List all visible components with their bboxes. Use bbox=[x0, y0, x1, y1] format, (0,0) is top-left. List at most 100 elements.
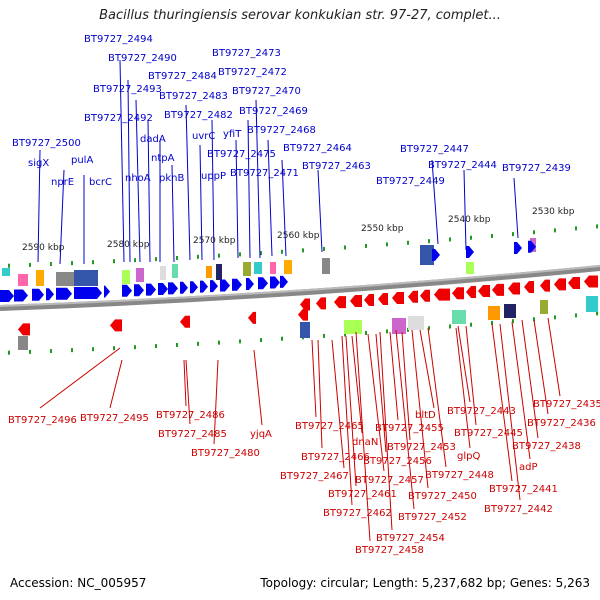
gene-feature-box bbox=[540, 300, 548, 314]
gene-label[interactable]: nhoA bbox=[125, 173, 151, 184]
reverse-gene-arrow bbox=[452, 287, 464, 300]
label-leader-line bbox=[147, 119, 151, 263]
gene-label[interactable]: ntpA bbox=[151, 153, 175, 164]
reverse-gene-arrow bbox=[524, 281, 534, 294]
gene-label[interactable]: BT9727_2483 bbox=[159, 91, 228, 102]
gene-label[interactable]: BT9727_2454 bbox=[376, 533, 445, 544]
forward-gene-arrow bbox=[134, 284, 144, 297]
gene-label[interactable]: BT9727_2435 bbox=[533, 399, 600, 410]
gene-feature-box bbox=[172, 264, 178, 278]
gene-label[interactable]: glpQ bbox=[457, 451, 480, 462]
label-leader-line bbox=[411, 329, 429, 489]
gene-label[interactable]: BT9727_2455 bbox=[375, 423, 444, 434]
gene-label[interactable]: BT9727_2443 bbox=[447, 406, 516, 417]
gene-feature-box bbox=[408, 316, 424, 330]
forward-gene-arrow bbox=[210, 280, 218, 293]
label-leaders bbox=[37, 59, 561, 542]
reverse-gene-arrow bbox=[110, 319, 122, 332]
gene-label[interactable]: BT9727_2448 bbox=[425, 470, 494, 481]
scale-tick bbox=[260, 338, 262, 343]
gene-label[interactable]: BT9727_2452 bbox=[398, 512, 467, 523]
label-leader-line bbox=[135, 99, 141, 263]
gene-label[interactable]: BT9727_2436 bbox=[527, 418, 596, 429]
gene-label[interactable]: BT9727_2463 bbox=[302, 161, 371, 172]
scale-tick bbox=[470, 235, 472, 240]
gene-label[interactable]: uvrC bbox=[192, 131, 215, 142]
gene-feature-box bbox=[420, 245, 434, 265]
scale-tick bbox=[449, 324, 451, 329]
gene-label[interactable]: BT9727_2441 bbox=[489, 484, 558, 495]
gene-label[interactable]: BT9727_2467 bbox=[280, 471, 349, 482]
scale-tick bbox=[50, 262, 52, 267]
gene-label[interactable]: BT9727_2480 bbox=[191, 448, 260, 459]
gene-label[interactable]: bltD bbox=[415, 410, 436, 421]
gene-label[interactable]: BT9727_2445 bbox=[454, 428, 523, 439]
scale-tick bbox=[365, 243, 367, 248]
gene-label[interactable]: BT9727_2453 bbox=[387, 442, 456, 453]
gene-label[interactable]: BT9727_2465 bbox=[295, 421, 364, 432]
gene-label[interactable]: BT9727_2469 bbox=[239, 106, 308, 117]
gene-label[interactable]: pknB bbox=[159, 173, 184, 184]
gene-label[interactable]: BT9727_2447 bbox=[400, 144, 469, 155]
label-leader-line bbox=[317, 339, 323, 449]
gene-label[interactable]: BT9727_2482 bbox=[164, 110, 233, 121]
gene-label[interactable]: dnaN bbox=[352, 437, 378, 448]
gene-label[interactable]: BT9727_2439 bbox=[502, 163, 571, 174]
gene-label[interactable]: BT9727_2471 bbox=[230, 168, 299, 179]
forward-gene-arrow bbox=[56, 287, 72, 300]
gene-label[interactable]: yjqA bbox=[250, 429, 272, 440]
gene-label[interactable]: BT9727_2475 bbox=[207, 149, 276, 160]
gene-label[interactable]: BT9727_2472 bbox=[218, 67, 287, 78]
gene-label[interactable]: sigX bbox=[28, 158, 49, 169]
gene-label[interactable]: pulA bbox=[71, 155, 93, 166]
gene-feature-box bbox=[488, 306, 500, 320]
gene-label[interactable]: nprE bbox=[51, 177, 74, 188]
label-leader-line bbox=[37, 149, 41, 263]
gene-label[interactable]: adP bbox=[519, 462, 538, 473]
gene-label[interactable]: BT9727_2461 bbox=[328, 489, 397, 500]
gene-label[interactable]: BT9727_2457 bbox=[355, 475, 424, 486]
scale-tick bbox=[302, 248, 304, 253]
gene-label[interactable]: uppP bbox=[201, 171, 226, 182]
scale-label-2550: 2550 kbp bbox=[361, 224, 404, 234]
reverse-gene-arrow bbox=[434, 288, 450, 301]
gene-label[interactable]: BT9727_2486 bbox=[156, 410, 225, 421]
gene-label[interactable]: BT9727_2468 bbox=[247, 125, 316, 136]
gene-label[interactable]: BT9727_2444 bbox=[428, 160, 497, 171]
gene-label[interactable]: BT9727_2494 bbox=[84, 34, 153, 45]
scale-tick bbox=[29, 349, 31, 354]
gene-label[interactable]: BT9727_2449 bbox=[376, 176, 445, 187]
gene-feature-box bbox=[452, 310, 466, 324]
gene-label[interactable]: BT9727_2493 bbox=[93, 84, 162, 95]
forward-gene-arrow bbox=[32, 288, 44, 301]
gene-label[interactable]: BT9727_2466 bbox=[301, 452, 370, 463]
reverse-gene-arrow bbox=[300, 298, 310, 311]
gene-label[interactable]: BT9727_2484 bbox=[148, 71, 217, 82]
reverse-gene-arrow bbox=[568, 277, 580, 290]
gene-label[interactable]: BT9727_2490 bbox=[108, 53, 177, 64]
gene-label[interactable]: BT9727_2442 bbox=[484, 504, 553, 515]
gene-label[interactable]: yfiT bbox=[223, 129, 242, 140]
gene-label[interactable]: BT9727_2462 bbox=[323, 508, 392, 519]
scale-tick bbox=[386, 242, 388, 247]
gene-label[interactable]: BT9727_2473 bbox=[212, 48, 281, 59]
gene-label[interactable]: BT9727_2500 bbox=[12, 138, 81, 149]
forward-gene-arrow bbox=[0, 290, 14, 302]
reverse-gene-arrow bbox=[248, 311, 256, 324]
scale-label-2540: 2540 kbp bbox=[448, 215, 491, 225]
gene-label[interactable]: BT9727_2464 bbox=[283, 143, 352, 154]
scale-tick bbox=[176, 342, 178, 347]
label-leader-line bbox=[255, 99, 261, 259]
gene-label[interactable]: BT9727_2495 bbox=[80, 413, 149, 424]
gene-label[interactable]: BT9727_2450 bbox=[408, 491, 477, 502]
label-leader-line bbox=[119, 59, 125, 263]
gene-label[interactable]: BT9727_2492 bbox=[84, 113, 153, 124]
gene-label[interactable]: BT9727_2470 bbox=[232, 86, 301, 97]
gene-label[interactable]: bcrC bbox=[89, 177, 112, 188]
gene-label[interactable]: BT9727_2456 bbox=[363, 456, 432, 467]
gene-label[interactable]: dadA bbox=[140, 134, 166, 145]
gene-label[interactable]: BT9727_2496 bbox=[8, 415, 77, 426]
gene-label[interactable]: BT9727_2458 bbox=[355, 545, 424, 556]
gene-label[interactable]: BT9727_2485 bbox=[158, 429, 227, 440]
gene-label[interactable]: BT9727_2438 bbox=[512, 441, 581, 452]
